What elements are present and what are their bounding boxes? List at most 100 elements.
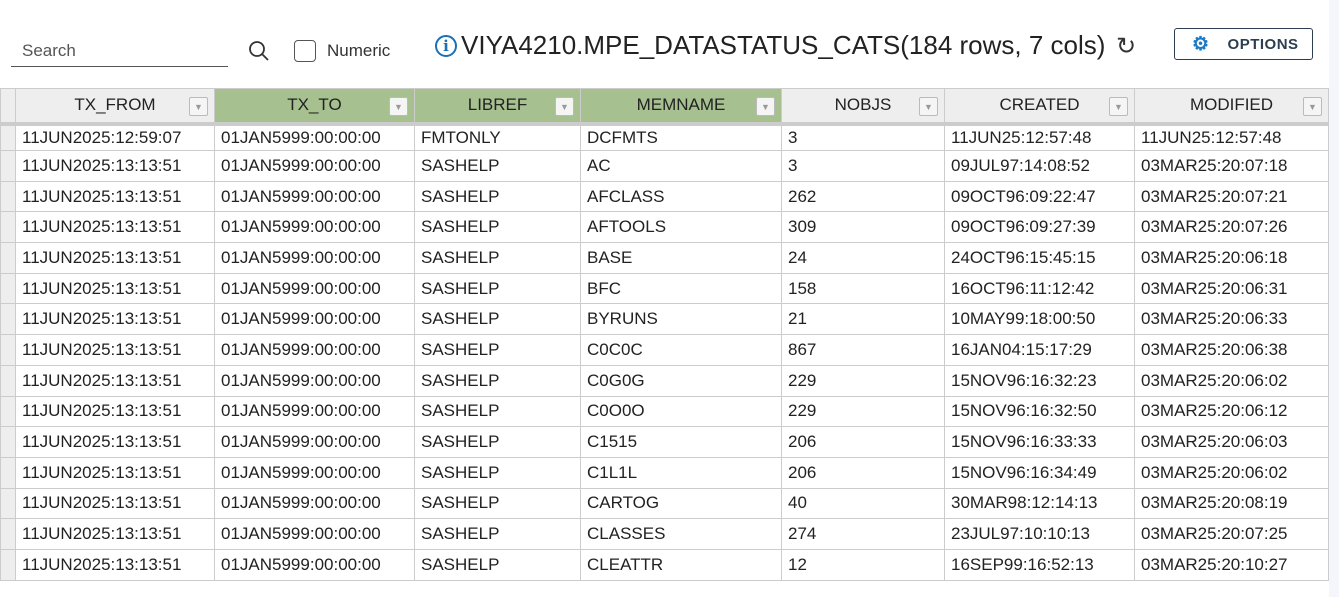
cell-tx_from[interactable]: 11JUN2025:13:13:51 <box>15 487 215 520</box>
row-header[interactable] <box>0 303 16 336</box>
table-row[interactable]: 11JUN2025:13:13:51 01JAN5999:00:00:00 SASH… <box>0 518 1329 550</box>
cell-tx_from[interactable]: 11JUN2025:13:13:51 <box>15 272 215 305</box>
cell-tx_from[interactable]: 11JUN2025:13:13:51 <box>15 548 215 581</box>
cell-modified[interactable]: 03MAR25:20:06:18 <box>1134 242 1329 274</box>
table-row[interactable]: 11JUN2025:13:13:51 01JAN5999:00:00:00 SASH… <box>0 487 1329 520</box>
table-row[interactable]: 11JUN2025:13:13:51 01JAN5999:00:00:00 SASH… <box>0 395 1329 428</box>
table-row[interactable]: 11JUN2025:12:59:07 01JAN5999:00:00:00 FMTO… <box>0 123 1329 151</box>
row-header[interactable] <box>0 364 16 397</box>
cell-libref[interactable]: SASHELP <box>414 150 581 182</box>
cell-libref[interactable]: SASHELP <box>414 548 581 581</box>
cell-libref[interactable]: SASHELP <box>414 334 581 366</box>
cell-nobjs[interactable]: 274 <box>781 518 945 550</box>
cell-tx_to[interactable]: 01JAN5999:00:00:00 <box>214 303 415 336</box>
cell-memname[interactable]: C0G0G <box>580 364 782 397</box>
table-row[interactable]: 11JUN2025:13:13:51 01JAN5999:00:00:00 SASH… <box>0 272 1329 305</box>
row-header[interactable] <box>0 150 16 182</box>
cell-tx_from[interactable]: 11JUN2025:13:13:51 <box>15 395 215 428</box>
info-icon[interactable]: i <box>435 34 457 57</box>
cell-nobjs[interactable]: 262 <box>781 180 945 213</box>
cell-libref[interactable]: SASHELP <box>414 518 581 550</box>
cell-tx_to[interactable]: 01JAN5999:00:00:00 <box>214 242 415 274</box>
scrollbar-track[interactable] <box>1329 0 1339 597</box>
cell-libref[interactable]: SASHELP <box>414 272 581 305</box>
row-header[interactable] <box>0 395 16 428</box>
cell-memname[interactable]: CLASSES <box>580 518 782 550</box>
row-header[interactable] <box>0 518 16 550</box>
cell-memname[interactable]: CARTOG <box>580 487 782 520</box>
cell-modified[interactable]: 11JUN25:12:57:48 <box>1134 123 1329 151</box>
cell-nobjs[interactable]: 40 <box>781 487 945 520</box>
cell-memname[interactable]: AFCLASS <box>580 180 782 213</box>
cell-modified[interactable]: 03MAR25:20:10:27 <box>1134 548 1329 581</box>
cell-tx_from[interactable]: 11JUN2025:13:13:51 <box>15 242 215 274</box>
cell-libref[interactable]: SASHELP <box>414 303 581 336</box>
row-header[interactable] <box>0 123 16 151</box>
table-row[interactable]: 11JUN2025:13:13:51 01JAN5999:00:00:00 SASH… <box>0 211 1329 244</box>
table-row[interactable]: 11JUN2025:13:13:51 01JAN5999:00:00:00 SASH… <box>0 180 1329 213</box>
cell-tx_to[interactable]: 01JAN5999:00:00:00 <box>214 456 415 489</box>
cell-tx_from[interactable]: 11JUN2025:13:13:51 <box>15 334 215 366</box>
cell-memname[interactable]: BFC <box>580 272 782 305</box>
row-header[interactable] <box>0 548 16 581</box>
row-header[interactable] <box>0 426 16 458</box>
table-row[interactable]: 11JUN2025:13:13:51 01JAN5999:00:00:00 SASH… <box>0 548 1329 581</box>
table-row[interactable]: 11JUN2025:13:13:51 01JAN5999:00:00:00 SASH… <box>0 303 1329 336</box>
cell-created[interactable]: 15NOV96:16:34:49 <box>944 456 1135 489</box>
cell-libref[interactable]: SASHELP <box>414 487 581 520</box>
cell-created[interactable]: 09JUL97:14:08:52 <box>944 150 1135 182</box>
cell-created[interactable]: 23JUL97:10:10:13 <box>944 518 1135 550</box>
numeric-checkbox[interactable] <box>294 40 316 62</box>
table-row[interactable]: 11JUN2025:13:13:51 01JAN5999:00:00:00 SASH… <box>0 426 1329 458</box>
cell-tx_to[interactable]: 01JAN5999:00:00:00 <box>214 150 415 182</box>
row-header[interactable] <box>0 487 16 520</box>
column-header-tx_from[interactable]: TX_FROM ▼ <box>15 88 215 126</box>
cell-tx_to[interactable]: 01JAN5999:00:00:00 <box>214 548 415 581</box>
cell-modified[interactable]: 03MAR25:20:06:31 <box>1134 272 1329 305</box>
cell-memname[interactable]: BASE <box>580 242 782 274</box>
cell-tx_from[interactable]: 11JUN2025:13:13:51 <box>15 456 215 489</box>
table-row[interactable]: 11JUN2025:13:13:51 01JAN5999:00:00:00 SASH… <box>0 242 1329 274</box>
column-header-libref[interactable]: LIBREF ▼ <box>414 88 581 126</box>
column-filter-dropdown-icon[interactable]: ▼ <box>389 97 408 116</box>
cell-tx_to[interactable]: 01JAN5999:00:00:00 <box>214 272 415 305</box>
cell-memname[interactable]: AFTOOLS <box>580 211 782 244</box>
cell-memname[interactable]: C1L1L <box>580 456 782 489</box>
row-header[interactable] <box>0 242 16 274</box>
cell-nobjs[interactable]: 24 <box>781 242 945 274</box>
cell-libref[interactable]: SASHELP <box>414 426 581 458</box>
cell-tx_from[interactable]: 11JUN2025:13:13:51 <box>15 518 215 550</box>
cell-libref[interactable]: SASHELP <box>414 364 581 397</box>
cell-modified[interactable]: 03MAR25:20:06:33 <box>1134 303 1329 336</box>
column-filter-dropdown-icon[interactable]: ▼ <box>1303 97 1322 116</box>
cell-memname[interactable]: AC <box>580 150 782 182</box>
cell-libref[interactable]: SASHELP <box>414 456 581 489</box>
cell-modified[interactable]: 03MAR25:20:06:38 <box>1134 334 1329 366</box>
cell-modified[interactable]: 03MAR25:20:06:02 <box>1134 364 1329 397</box>
cell-libref[interactable]: SASHELP <box>414 242 581 274</box>
cell-nobjs[interactable]: 158 <box>781 272 945 305</box>
cell-libref[interactable]: SASHELP <box>414 180 581 213</box>
row-header[interactable] <box>0 334 16 366</box>
cell-tx_to[interactable]: 01JAN5999:00:00:00 <box>214 426 415 458</box>
cell-modified[interactable]: 03MAR25:20:07:21 <box>1134 180 1329 213</box>
cell-tx_to[interactable]: 01JAN5999:00:00:00 <box>214 211 415 244</box>
cell-tx_from[interactable]: 11JUN2025:13:13:51 <box>15 303 215 336</box>
row-header[interactable] <box>0 180 16 213</box>
refresh-icon[interactable]: ↻ <box>1116 33 1137 60</box>
search-icon[interactable] <box>248 40 270 62</box>
table-row[interactable]: 11JUN2025:13:13:51 01JAN5999:00:00:00 SASH… <box>0 334 1329 366</box>
cell-created[interactable]: 16OCT96:11:12:42 <box>944 272 1135 305</box>
cell-tx_to[interactable]: 01JAN5999:00:00:00 <box>214 395 415 428</box>
cell-tx_from[interactable]: 11JUN2025:12:59:07 <box>15 123 215 151</box>
column-header-created[interactable]: CREATED ▼ <box>944 88 1135 126</box>
column-header-nobjs[interactable]: NOBJS ▼ <box>781 88 945 126</box>
column-filter-dropdown-icon[interactable]: ▼ <box>919 97 938 116</box>
row-header[interactable] <box>0 272 16 305</box>
cell-modified[interactable]: 03MAR25:20:08:19 <box>1134 487 1329 520</box>
cell-tx_from[interactable]: 11JUN2025:13:13:51 <box>15 180 215 213</box>
column-filter-dropdown-icon[interactable]: ▼ <box>1109 97 1128 116</box>
column-header-tx_to[interactable]: TX_TO ▼ <box>214 88 415 126</box>
column-filter-dropdown-icon[interactable]: ▼ <box>189 97 208 116</box>
cell-nobjs[interactable]: 12 <box>781 548 945 581</box>
